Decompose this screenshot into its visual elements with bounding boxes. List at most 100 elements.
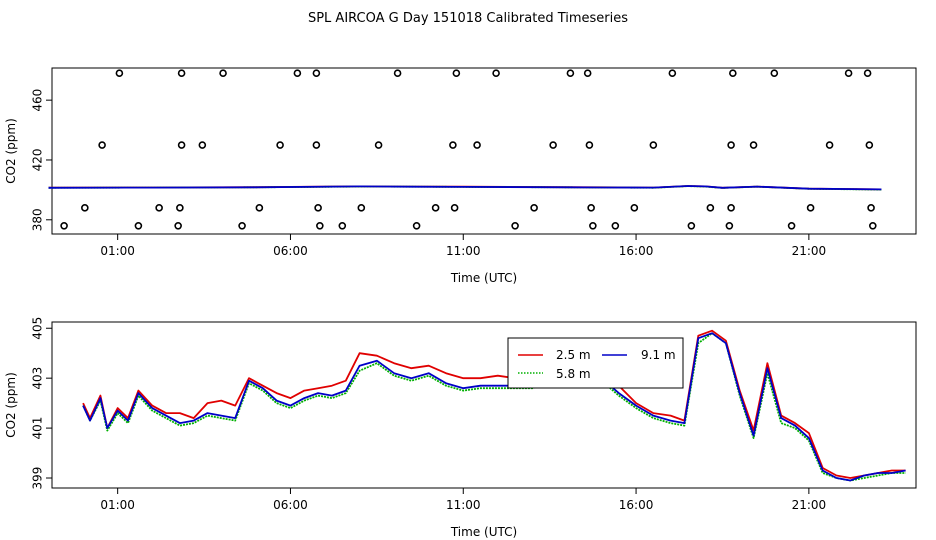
calibration-marker [511,221,519,230]
calibration-marker [749,141,758,149]
calibration-marker [630,204,639,212]
legend-label-2-5m: 2.5 m [556,348,591,362]
series-line-9-1-m [82,332,906,482]
calibration-marker [176,204,184,212]
calibration-marker [492,69,500,78]
calibration-marker [174,221,182,230]
calibration-marker [727,204,735,212]
calibration-marker [729,69,737,78]
calibration-marker [312,141,321,149]
calibration-marker [668,69,677,78]
calibration-marker [338,221,347,230]
calibration-marker [863,69,872,78]
calibration-marker [219,69,227,78]
calibration-marker [98,141,106,149]
calibration-marker [374,141,383,149]
calibration-marker [566,69,575,78]
x-axis: 01:00 06:00 11:00 16:00 21:00 [100,488,826,512]
calibration-marker [452,69,461,78]
calibration-marker [611,221,620,230]
series-line-5-8-m [82,332,906,482]
calibration-marker [530,204,538,212]
calibration-marker [549,141,557,149]
calibration-marker [316,221,324,230]
x-tick-label: 11:00 [446,498,481,512]
series-line-9-1-m [48,185,882,191]
y-tick-label: 460 [31,89,45,112]
y-tick-label: 380 [31,208,45,231]
x-tick-label: 16:00 [619,498,654,512]
x-tick-label: 11:00 [446,244,481,258]
calibration-marker [589,221,597,230]
calibration-marker [312,69,321,78]
calibration-marker [806,204,815,212]
calibration-marker [198,141,207,149]
y-tick-label: 403 [31,367,45,390]
series-line-2-5-m [82,329,906,479]
y-tick-label: 401 [31,417,45,440]
calibration-marker [868,221,877,230]
plot-frame [51,67,917,235]
x-tick-label: 06:00 [273,498,308,512]
x-tick-label: 01:00 [100,244,135,258]
calibration-marker [314,204,322,212]
plot-frame [51,321,917,489]
x-tick-label: 01:00 [100,498,135,512]
x-tick-label: 21:00 [792,498,827,512]
y-axis: 380 420 460 [31,89,52,231]
y-axis-label: CO2 (ppm) [4,118,18,184]
y-tick-label: 399 [31,467,45,490]
calibration-marker [687,221,696,230]
calibration-marker [238,221,246,230]
legend-label-9-1m: 9.1 m [641,348,676,362]
calibration-marker [473,141,481,149]
top-panel: 01:00 06:00 11:00 16:00 21:00 380 420 460 Time… [4,67,917,285]
calibration-marker [81,204,89,212]
calibration-marker [134,221,143,230]
x-tick-label: 06:00 [273,244,308,258]
y-axis: 399 401 403 405 [31,317,52,490]
calibration-marker [449,141,457,149]
calibration-marker [727,141,735,149]
plot-marks [82,329,906,482]
x-axis-label: Time (UTC) [450,271,517,285]
calibration-marker [587,204,595,212]
calibration-marker [293,69,302,78]
calibration-marker [725,221,734,230]
calibration-marker [177,141,186,149]
calibration-marker [583,69,592,78]
calibration-marker [867,204,875,212]
calibration-marker [276,141,284,149]
legend-box [507,337,684,389]
x-tick-label: 16:00 [619,244,654,258]
calibration-marker [177,69,186,78]
calibration-marker [412,221,421,230]
calibration-marker [115,69,124,78]
calibration-marker [393,69,402,78]
calibration-marker [825,141,834,149]
calibration-marker [255,204,264,212]
calibration-marker [844,69,853,78]
calibration-marker [357,204,366,212]
y-tick-label: 420 [31,149,45,172]
bottom-panel: 01:00 06:00 11:00 16:00 21:00 399 401 403 405 T… [4,317,917,539]
plot-marks [48,69,882,230]
calibration-marker [155,204,163,212]
calibration-marker [649,141,658,149]
y-axis-label: CO2 (ppm) [4,372,18,438]
calibration-marker [865,141,874,149]
calibration-marker [450,204,459,212]
x-axis: 01:00 06:00 11:00 16:00 21:00 [100,234,826,258]
x-axis-label: Time (UTC) [450,525,517,539]
calibration-marker [787,221,796,230]
calibration-marker [585,141,594,149]
legend: 2.5 m 9.1 m 5.8 m [507,337,684,389]
legend-label-5-8m: 5.8 m [556,367,591,381]
calibration-marker [770,69,779,78]
x-tick-label: 21:00 [792,244,827,258]
calibration-marker [60,221,68,230]
y-tick-label: 405 [31,317,45,340]
calibration-marker [706,204,715,212]
calibration-marker [431,204,440,212]
